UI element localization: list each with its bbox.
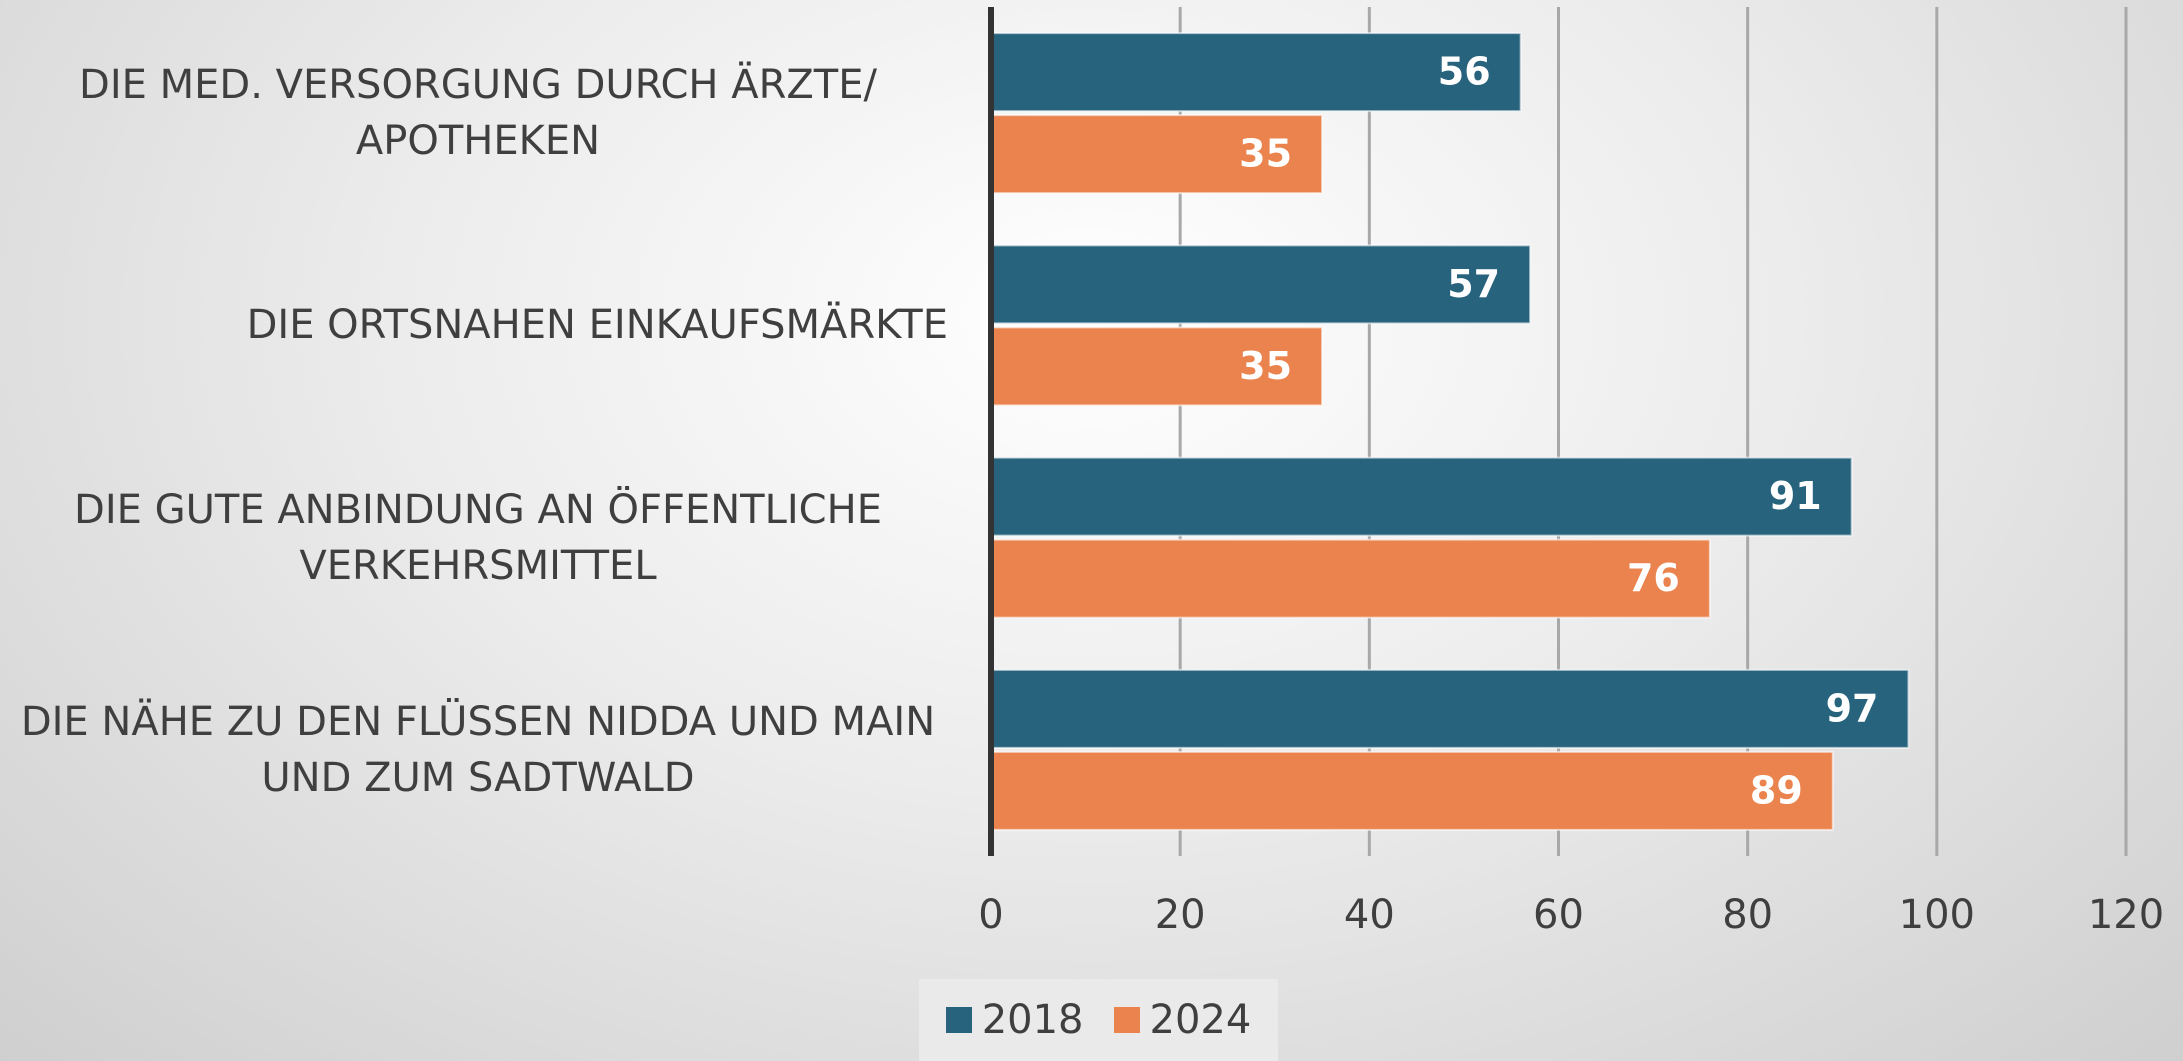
legend-swatch — [1113, 1007, 1140, 1033]
x-tick-label: 0 — [978, 892, 1003, 938]
bar — [990, 244, 1532, 325]
bar — [990, 32, 1522, 113]
bar — [990, 456, 1853, 537]
x-tick-label: 20 — [1155, 892, 1206, 938]
data-label: 89 — [1750, 768, 1803, 812]
data-label: 57 — [1447, 262, 1500, 306]
category-label: DIE GUTE ANBINDUNG AN ÖFFENTLICHE VERKEH… — [0, 482, 948, 594]
category-label: DIE MED. VERSORGUNG DURCH ÄRZTE/ APOTHEK… — [0, 57, 948, 169]
bar — [990, 668, 1910, 749]
legend-label: 2024 — [1149, 997, 1252, 1043]
category-label: DIE NÄHE ZU DEN FLÜSSEN NIDDA UND MAIN U… — [0, 694, 948, 806]
bar — [990, 538, 1711, 619]
x-tick-label: 120 — [2088, 892, 2164, 938]
category-label-text: DIE GUTE ANBINDUNG AN ÖFFENTLICHE VERKEH… — [74, 486, 882, 589]
legend-swatch — [945, 1007, 972, 1033]
x-tick-label: 80 — [1722, 892, 1773, 938]
bar — [990, 326, 1324, 407]
data-label: 97 — [1826, 686, 1879, 730]
data-label: 35 — [1239, 132, 1292, 176]
bar — [990, 114, 1324, 195]
category-label-text: DIE NÄHE ZU DEN FLÜSSEN NIDDA UND MAIN U… — [20, 698, 936, 801]
bar — [990, 750, 1834, 831]
legend-item: 2018 — [945, 997, 1084, 1043]
legend: 2018 2024 — [919, 979, 1278, 1061]
category-label-text: DIE ORTSNAHEN EINKAUFSMÄRKTE — [246, 302, 948, 349]
x-tick-label: 100 — [1899, 892, 1975, 938]
x-tick-label: 60 — [1533, 892, 1584, 938]
legend-item: 2024 — [1113, 997, 1252, 1043]
category-label: DIE ORTSNAHEN EINKAUFSMÄRKTE — [0, 297, 948, 353]
data-label: 76 — [1627, 556, 1680, 600]
legend-label: 2018 — [981, 997, 1084, 1043]
category-label-text: DIE MED. VERSORGUNG DURCH ÄRZTE/ APOTHEK… — [79, 62, 877, 165]
x-tick-label: 40 — [1344, 892, 1395, 938]
data-label: 91 — [1769, 474, 1822, 518]
data-label: 56 — [1438, 50, 1491, 94]
data-label: 35 — [1239, 344, 1292, 388]
